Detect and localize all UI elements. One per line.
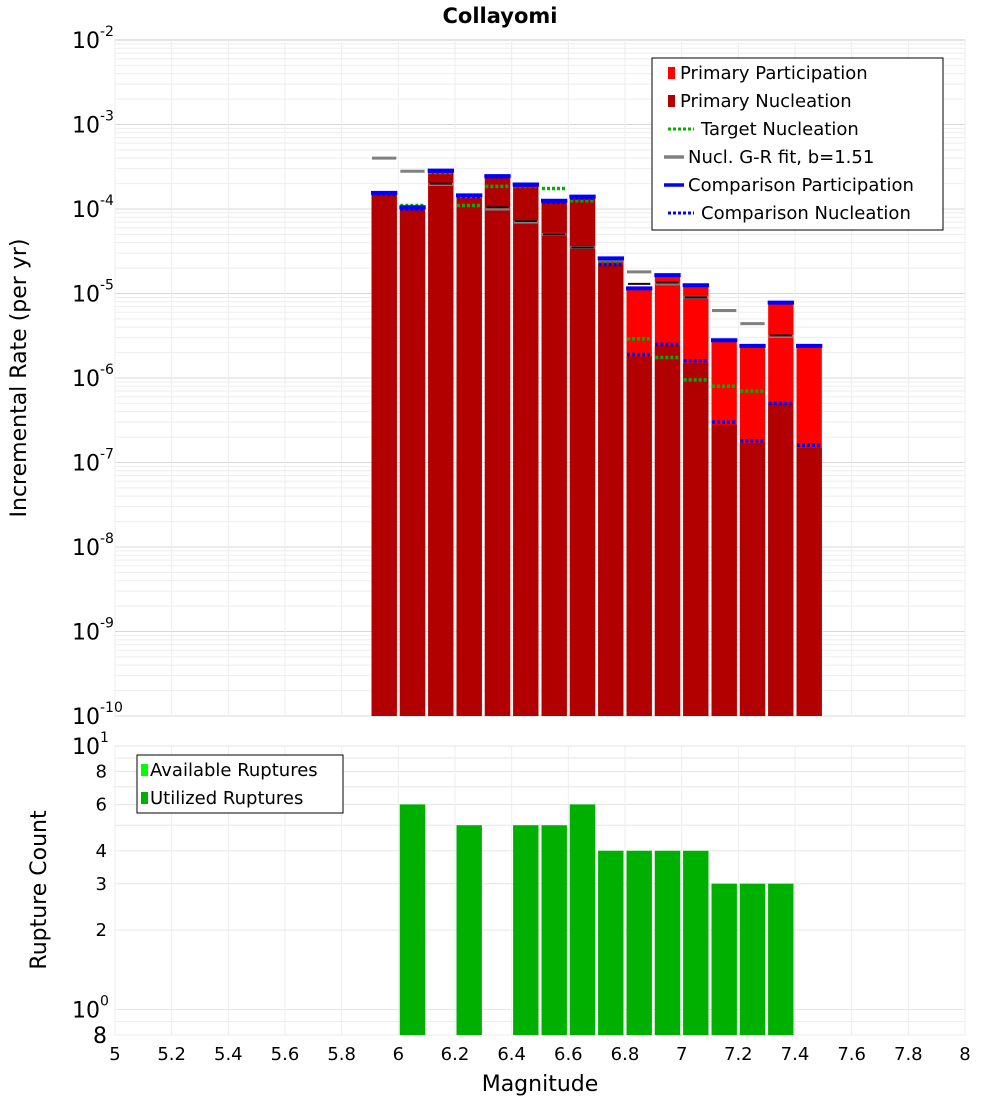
available-ruptures-legend-swatch (141, 764, 148, 776)
utilized-ruptures-legend-swatch (141, 792, 148, 804)
top-y-tick-labels: 10-10 10-9 10-8 10-7 10-6 10-5 10-4 10-3 10-2 (72, 24, 123, 730)
top-panel: 10-10 10-9 10-8 10-7 10-6 10-5 10-4 10-3 10-2 In… (7, 24, 966, 730)
target-nucleation-legend-label: Target Nucleation (700, 119, 859, 140)
comparison-nucleation-legend-label: Comparison Nucleation (701, 203, 911, 224)
bottom-legend-box (136, 754, 344, 814)
top-y-tick-label: 10-4 (72, 193, 114, 223)
primary-nucleation-bar (456, 196, 482, 717)
nucl-g-r-fit-b-1-51-legend-label: Nucl. G-R fit, b=1.51 (688, 147, 874, 168)
x-tick-label: 6.4 (497, 1044, 526, 1065)
x-tick-label: 6.8 (611, 1044, 640, 1065)
x-tick-label: 6.6 (554, 1044, 583, 1065)
bottom-y-tick-label: 3 (96, 874, 107, 895)
utilized-ruptures-bar (654, 850, 681, 1035)
top-y-axis-label: Incremental Rate (per yr) (7, 239, 32, 518)
primary-nucleation-bar (513, 185, 539, 717)
primary-nucleation-bar (399, 209, 426, 716)
top-y-tick-label: 10-8 (72, 531, 114, 561)
primary-nucleation-bar (541, 202, 567, 716)
top-line-marks (371, 156, 823, 448)
utilized-ruptures-bar (739, 883, 766, 1035)
utilized-ruptures-bar (626, 850, 652, 1035)
top-y-tick-label: 10-2 (72, 24, 114, 54)
top-y-tick-label: 10-3 (72, 109, 114, 139)
primary-nucleation-bar (371, 194, 397, 716)
primary-participation-legend-label: Primary Participation (680, 63, 868, 84)
x-tick-label: 7.2 (724, 1044, 753, 1065)
primary-nucleation-legend-swatch (668, 95, 675, 107)
utilized-ruptures-bar (598, 850, 624, 1035)
x-tick-label: 7 (676, 1044, 687, 1065)
x-tick-label: 5.8 (327, 1044, 356, 1065)
primary-nucleation-bar (683, 363, 709, 716)
bottom-y-tick-label: 100 (72, 993, 109, 1023)
top-y-tick-label: 10-6 (72, 362, 114, 392)
bottom-y-tick-label: 6 (96, 794, 107, 815)
available-ruptures-legend-label: Available Ruptures (150, 760, 318, 781)
x-axis-label: Magnitude (482, 1072, 599, 1097)
x-tick-label: 5.4 (214, 1044, 243, 1065)
primary-participation-legend-swatch (668, 67, 675, 79)
x-tick-label: 7.4 (781, 1044, 810, 1065)
bottom-y-tick-label: 2 (96, 920, 107, 941)
primary-nucleation-legend-label: Primary Nucleation (680, 91, 852, 112)
primary-nucleation-bar (484, 176, 511, 717)
x-tick-label: 7.8 (894, 1044, 923, 1065)
primary-nucleation-bar (768, 403, 794, 716)
top-y-tick-label: 10-9 (72, 616, 114, 646)
x-tick-label: 5 (109, 1044, 120, 1065)
primary-nucleation-bar (796, 447, 822, 716)
top-y-tick-label: 10-10 (72, 700, 123, 730)
utilized-ruptures-bar (399, 804, 426, 1035)
bottom-y-tick-label: 8 (96, 762, 107, 783)
x-tick-label: 6.2 (441, 1044, 470, 1065)
x-tick-label: 5.2 (157, 1044, 186, 1065)
primary-nucleation-bar (654, 345, 681, 716)
bottom-y-tick-label: 4 (96, 841, 107, 862)
primary-nucleation-bar (428, 171, 454, 716)
x-tick-label: 6 (393, 1044, 404, 1065)
utilized-ruptures-bar (513, 825, 539, 1035)
utilized-ruptures-bar (569, 804, 596, 1035)
top-legend: Primary Participation Primary Nucleation T… (651, 57, 944, 231)
primary-nucleation-bar (569, 197, 596, 716)
comparison-participation-legend-label: Comparison Participation (688, 175, 914, 196)
primary-nucleation-bar (711, 424, 737, 716)
primary-nucleation-bar (598, 264, 624, 716)
utilized-ruptures-bar (711, 883, 737, 1035)
utilized-ruptures-bar (768, 883, 794, 1035)
chart-title: Collayomi (443, 4, 558, 28)
bottom-bars (399, 804, 794, 1035)
bottom-y-tick-label: 101 (72, 730, 109, 760)
bottom-legend: Available Ruptures Utilized Ruptures (136, 754, 344, 814)
top-legend-box (651, 57, 944, 231)
top-y-tick-label: 10-7 (72, 447, 114, 477)
primary-nucleation-bar (739, 443, 766, 716)
x-tick-label: 8 (959, 1044, 970, 1065)
utilized-ruptures-legend-label: Utilized Ruptures (150, 788, 303, 809)
bottom-y-axis-label: Rupture Count (27, 810, 52, 970)
x-tick-labels: 5 5.2 5.4 5.6 5.8 6 6.2 6.4 6.6 6.8 7 7.2 7.4 7.6 7.8 8 (109, 1044, 970, 1065)
top-bars (371, 171, 822, 717)
utilized-ruptures-bar (456, 825, 482, 1035)
utilized-ruptures-bar (541, 825, 567, 1035)
bottom-y-tick-label: 8 (93, 1024, 107, 1049)
x-tick-label: 5.6 (271, 1044, 300, 1065)
primary-nucleation-bar (626, 356, 652, 716)
x-tick-label: 7.6 (837, 1044, 866, 1065)
utilized-ruptures-bar (683, 850, 709, 1035)
top-y-tick-label: 10-5 (72, 278, 114, 308)
